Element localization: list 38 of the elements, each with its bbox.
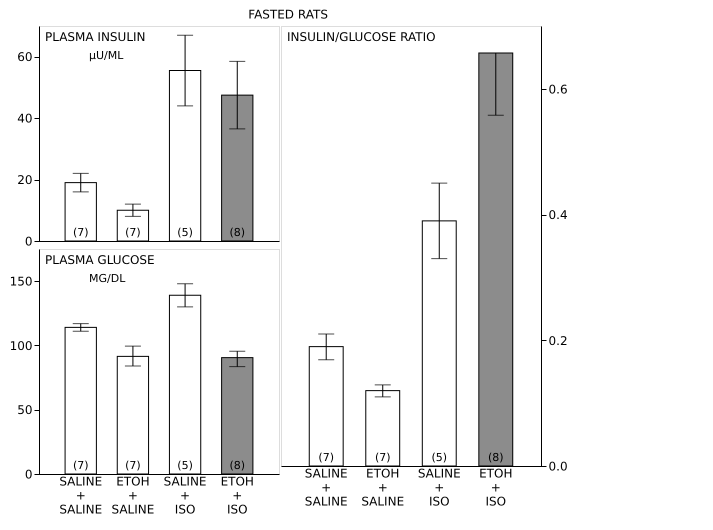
- y-tick-label: 0: [24, 234, 32, 248]
- y-tick-label: 20: [17, 173, 32, 188]
- annotation: (7): [125, 459, 141, 472]
- text: FASTED RATS: [248, 8, 328, 22]
- x-tick-label: SALINE + SALINE: [304, 466, 348, 508]
- y2-tick-label: 0.4: [548, 208, 568, 222]
- x-tick-label: ETOH + ISO: [479, 466, 512, 508]
- chart-title: INSULIN/GLUCOSE RATIO: [287, 30, 436, 44]
- x-tick-label: SALINE + SALINE: [59, 474, 102, 516]
- y-tick-label: 50: [17, 403, 32, 418]
- y2-tick-label: 0.6: [548, 82, 568, 96]
- annotation: (7): [72, 459, 89, 472]
- annotation: (8): [488, 451, 504, 464]
- annotation: (7): [125, 226, 141, 239]
- annotation: (8): [229, 459, 246, 472]
- annotation: (5): [177, 459, 193, 472]
- chart-title: PLASMA INSULIN: [45, 30, 146, 44]
- annotation: (7): [374, 451, 391, 464]
- y-tick-label: 100: [10, 338, 32, 353]
- annotation: (8): [229, 226, 246, 239]
- annotation: (7): [318, 451, 334, 464]
- text: MG/DL: [89, 272, 126, 285]
- y-tick-label: 60: [17, 50, 32, 64]
- annotation: (7): [72, 226, 89, 239]
- x-tick-label: ETOH + SALINE: [111, 474, 154, 516]
- y-tick-label: 40: [17, 112, 32, 126]
- y2-tick-label: 0.0: [548, 460, 568, 474]
- text: µU/ML: [89, 49, 124, 62]
- y2-tick-label: 0.2: [548, 334, 568, 348]
- chart-title: PLASMA GLUCOSE: [45, 253, 155, 267]
- y-tick-label: 150: [10, 274, 32, 289]
- x-tick-label: SALINE + ISO: [418, 466, 461, 508]
- x-tick-label: ETOH + ISO: [220, 474, 254, 516]
- x-tick-label: SALINE + ISO: [164, 474, 207, 516]
- y-tick-label: 0: [24, 468, 32, 482]
- annotation: (5): [177, 226, 193, 239]
- annotation: (5): [431, 451, 448, 464]
- x-tick-label: ETOH + SALINE: [361, 466, 404, 508]
